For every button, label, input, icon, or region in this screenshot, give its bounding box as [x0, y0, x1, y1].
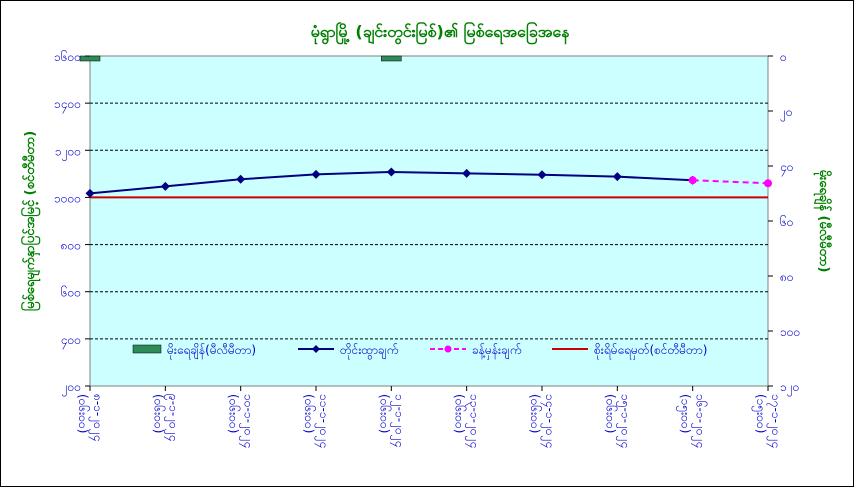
right-tick-label: ၁၀၀ [780, 325, 800, 339]
series-lines [85, 167, 772, 198]
x-tick-label-date: ၁၅-၁-၂၀၂၄ [615, 394, 632, 448]
x-tick-label-date: ၉-၁-၂၀၂၄ [163, 394, 180, 441]
left-axis-ticks: ၂၀၀ ၄၀၀ ၆၀၀ ၈၀၀ ၁၀၀၀ ၁၂၀၀ ၁၄၀၀ ၁၆၀၀ [54, 49, 90, 397]
x-tick-label-date: ၁၃-၁-၂၀၂၄ [465, 394, 482, 448]
observed-point [160, 181, 170, 191]
legend-label: မိုးရေချိန်(မီလီမီတာ) [167, 342, 256, 360]
left-tick-label: ၄၀၀ [61, 333, 81, 350]
x-tick-label-date: ၁၁-၁-၂၀၂၄ [314, 394, 331, 448]
right-tick-label: ၀ [780, 50, 787, 64]
forecast-point [764, 179, 772, 188]
x-tick-label: ၁၄-၁-၂၀၂၄(၀၆း၀၀) [528, 394, 557, 448]
x-tick-label-date: ၁၄-၁-၂၀၂၄ [540, 394, 557, 448]
x-tick-label: ၁၇-၁-၂၀၂၄(၁၅း၀၀) [751, 394, 783, 448]
x-tick-label-date: ၁၂-၁-၂၀၂၄ [389, 394, 406, 447]
observed-point [311, 169, 321, 179]
forecast-line [692, 179, 769, 185]
legend-label: တိုင်းထွာချက် [340, 342, 398, 360]
observed-point [537, 170, 547, 180]
left-tick-label: ၁၂၀၀ [55, 144, 81, 161]
legend: မိုးရေချိန်(မီလီမီတာ) တိုင်းထွာချက် ခန့်မှ… [132, 342, 707, 360]
x-tick-label: ၁၅-၁-၂၀၂၄(၀၆း၀၀) [603, 394, 632, 448]
x-tick-label-time: (၀၆း၀၀) [528, 394, 543, 433]
observed-point [386, 167, 396, 177]
x-tick-label: ၁၁-၁-၂၀၂၄(၀၆း၀၀) [302, 394, 331, 448]
x-tick-label: ၁၆-၁-၂၀၂၄(၁၅း၀၀) [676, 394, 709, 448]
observed-point [236, 174, 246, 184]
x-tick-label: ၈-၁-၂၀၂၄(၀၆း၀၀) [76, 394, 105, 442]
x-tick-label-date: ၈-၁-၂၀၂၄ [88, 394, 105, 442]
x-tick-label-time: (၀၆း၀၀) [603, 394, 618, 433]
observed-point [85, 188, 95, 198]
right-tick-label: ၁၂၀ [780, 380, 799, 397]
x-tick-label: ၁၃-၁-၂၀၂၄(၀၆း၀၀) [453, 394, 482, 448]
left-tick-label: ၂၀၀ [62, 380, 81, 397]
x-tick-label-time: (၀၆း၀၀) [302, 394, 317, 433]
forecast-point [688, 176, 697, 185]
right-tick-label: ၆၀ [780, 214, 794, 229]
legend-marker-observed [312, 345, 320, 353]
x-tick-label-time: (၀၆း၀၀) [151, 394, 166, 433]
x-tick-label-date: ၁၆-၁-၂၀၂၄ [691, 394, 709, 448]
right-tick-label: ၂၀ [780, 105, 793, 122]
plot-area [89, 55, 769, 387]
x-tick-label-time: (၀၆း၀၀) [377, 394, 392, 433]
left-tick-label: ၈၀၀ [61, 239, 81, 253]
left-tick-label: ၁၀၀၀ [54, 191, 81, 205]
legend-marker-forecast [444, 345, 452, 353]
x-tick-label-time: (၁၅း၀၀) [751, 394, 768, 433]
x-axis-ticks: ၈-၁-၂၀၂၄(၀၆း၀၀) ၉-၁-၂၀၂၄(၀၆း၀၀) ၁၀-၁-၂၀၂၄(… [76, 386, 783, 448]
rainfall-bar [381, 55, 402, 62]
right-axis-title: မိုးရေချိန် (မီလီမီတာ) [813, 170, 833, 273]
left-tick-label: ၆၀၀ [61, 285, 81, 300]
legend-swatch-rainfall [132, 344, 162, 354]
x-tick-label-time: (၀၆း၀၀) [453, 394, 468, 433]
x-tick-label: ၁၂-၁-၂၀၂၄(၀၆း၀၀) [377, 394, 406, 447]
right-tick-label: ၈၀ [780, 270, 794, 284]
x-tick-label-time: (၁၅း၀၀) [676, 394, 693, 433]
x-tick-label: ၉-၁-၂၀၂၄(၀၆း၀၀) [151, 394, 180, 441]
left-tick-label: ၁၄၀၀ [54, 97, 81, 114]
x-tick-label-time: (၀၆း၀၀) [227, 394, 242, 433]
left-tick-label: ၁၆၀၀ [54, 49, 81, 64]
observed-point [612, 172, 622, 182]
x-tick-label-time: (၀၆း၀၀) [76, 394, 91, 433]
right-tick-label: ၄၀ [780, 160, 794, 177]
observed-point [462, 168, 472, 178]
legend-label: စိုးရိမ်ရေမှတ်(စင်တီမီတာ) [594, 342, 707, 360]
rainfall-bar [79, 55, 101, 62]
x-tick-label-date: ၁၀-၁-၂၀၂၄ [239, 394, 256, 448]
x-tick-label: ၁၀-၁-၂၀၂၄(၀၆း၀၀) [227, 394, 256, 448]
legend-label: ခန့်မှန်းချက် [472, 342, 521, 360]
left-axis-title: မြစ်ရေမျက်နှာပြင်အမြင့် (စင်တီမီတာ) [20, 131, 41, 311]
x-tick-label-date: ၁၇-၁-၂၀၂၄ [766, 394, 783, 448]
